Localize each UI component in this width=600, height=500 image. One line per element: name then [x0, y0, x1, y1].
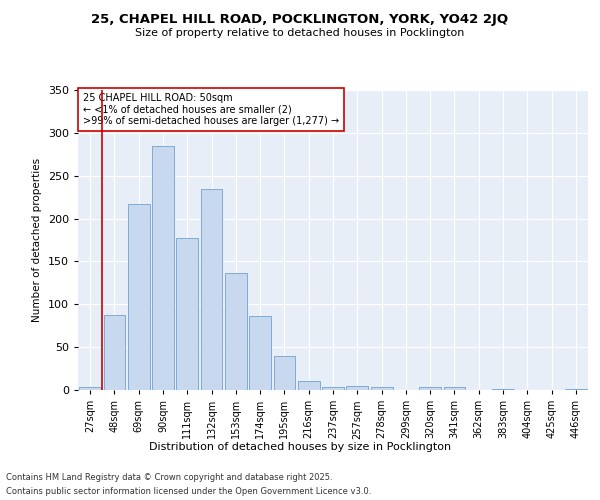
Bar [104, 316, 125, 390]
Bar [128, 204, 149, 390]
Bar [274, 356, 295, 390]
Bar [200, 190, 223, 390]
Bar [371, 388, 392, 390]
Bar [176, 238, 198, 390]
Bar [249, 316, 271, 390]
Y-axis label: Number of detached properties: Number of detached properties [32, 158, 42, 322]
Bar [346, 386, 368, 390]
Bar [419, 388, 441, 390]
Text: Contains HM Land Registry data © Crown copyright and database right 2025.: Contains HM Land Registry data © Crown c… [6, 472, 332, 482]
Bar [79, 388, 101, 390]
Bar [565, 389, 587, 390]
Bar [492, 389, 514, 390]
Bar [225, 272, 247, 390]
Text: 25 CHAPEL HILL ROAD: 50sqm
← <1% of detached houses are smaller (2)
>99% of semi: 25 CHAPEL HILL ROAD: 50sqm ← <1% of deta… [83, 93, 339, 126]
Text: 25, CHAPEL HILL ROAD, POCKLINGTON, YORK, YO42 2JQ: 25, CHAPEL HILL ROAD, POCKLINGTON, YORK,… [91, 12, 509, 26]
Bar [443, 388, 466, 390]
Text: Distribution of detached houses by size in Pocklington: Distribution of detached houses by size … [149, 442, 451, 452]
Text: Size of property relative to detached houses in Pocklington: Size of property relative to detached ho… [136, 28, 464, 38]
Text: Contains public sector information licensed under the Open Government Licence v3: Contains public sector information licen… [6, 488, 371, 496]
Bar [298, 382, 320, 390]
Bar [322, 388, 344, 390]
Bar [152, 146, 174, 390]
